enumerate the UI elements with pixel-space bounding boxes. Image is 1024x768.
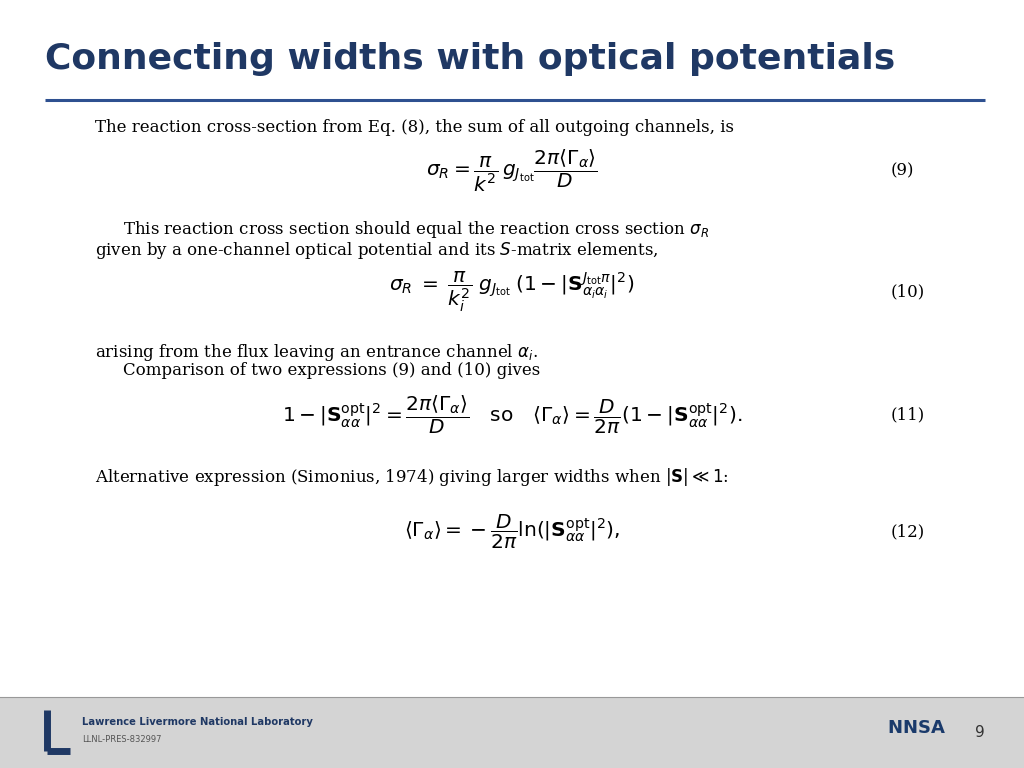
Text: given by a one-channel optical potential and its $S$-matrix elements,: given by a one-channel optical potential… <box>95 240 658 260</box>
Text: $\langle\Gamma_\alpha\rangle = -\dfrac{D}{2\pi}\ln(|\mathbf{S}^{\mathrm{opt}}_{\: $\langle\Gamma_\alpha\rangle = -\dfrac{D… <box>404 512 620 551</box>
Text: LLNL-PRES-832997: LLNL-PRES-832997 <box>82 735 162 744</box>
Bar <box>0 697 1024 768</box>
Text: $1 - |\mathbf{S}^{\mathrm{opt}}_{\alpha\alpha}|^2 = \dfrac{2\pi\langle\Gamma_\al: $1 - |\mathbf{S}^{\mathrm{opt}}_{\alpha\… <box>282 393 742 436</box>
Text: $\sigma_R \;=\; \dfrac{\pi}{k_i^2}\; g_{J_{\mathrm{tot}}}\; (1 - |\mathbf{S}^{J_: $\sigma_R \;=\; \dfrac{\pi}{k_i^2}\; g_{… <box>389 270 635 314</box>
Text: arising from the flux leaving an entrance channel $\alpha_i$.: arising from the flux leaving an entranc… <box>95 342 539 362</box>
Text: Alternative expression (Simonius, 1974) giving larger widths when $|\mathbf{S}| : Alternative expression (Simonius, 1974) … <box>95 466 729 488</box>
Text: This reaction cross section should equal the reaction cross section $\sigma_R$: This reaction cross section should equal… <box>123 219 710 240</box>
Text: Comparison of two expressions (9) and (10) gives: Comparison of two expressions (9) and (1… <box>123 362 540 379</box>
Text: Lawrence Livermore National Laboratory: Lawrence Livermore National Laboratory <box>82 717 312 727</box>
Text: 9: 9 <box>975 725 985 740</box>
Text: (11): (11) <box>891 406 925 423</box>
Text: (10): (10) <box>891 283 925 300</box>
Text: $\mathbf{NNSA}$: $\mathbf{NNSA}$ <box>887 719 946 737</box>
Text: (12): (12) <box>891 523 925 540</box>
Text: $\sigma_R = \dfrac{\pi}{k^2}\, g_{J_{\mathrm{tot}}} \dfrac{2\pi\langle\Gamma_\al: $\sigma_R = \dfrac{\pi}{k^2}\, g_{J_{\ma… <box>426 147 598 194</box>
Text: (9): (9) <box>891 162 914 179</box>
Text: The reaction cross-section from Eq. (8), the sum of all outgoing channels, is: The reaction cross-section from Eq. (8),… <box>95 119 734 136</box>
Text: Connecting widths with optical potentials: Connecting widths with optical potential… <box>45 42 895 76</box>
